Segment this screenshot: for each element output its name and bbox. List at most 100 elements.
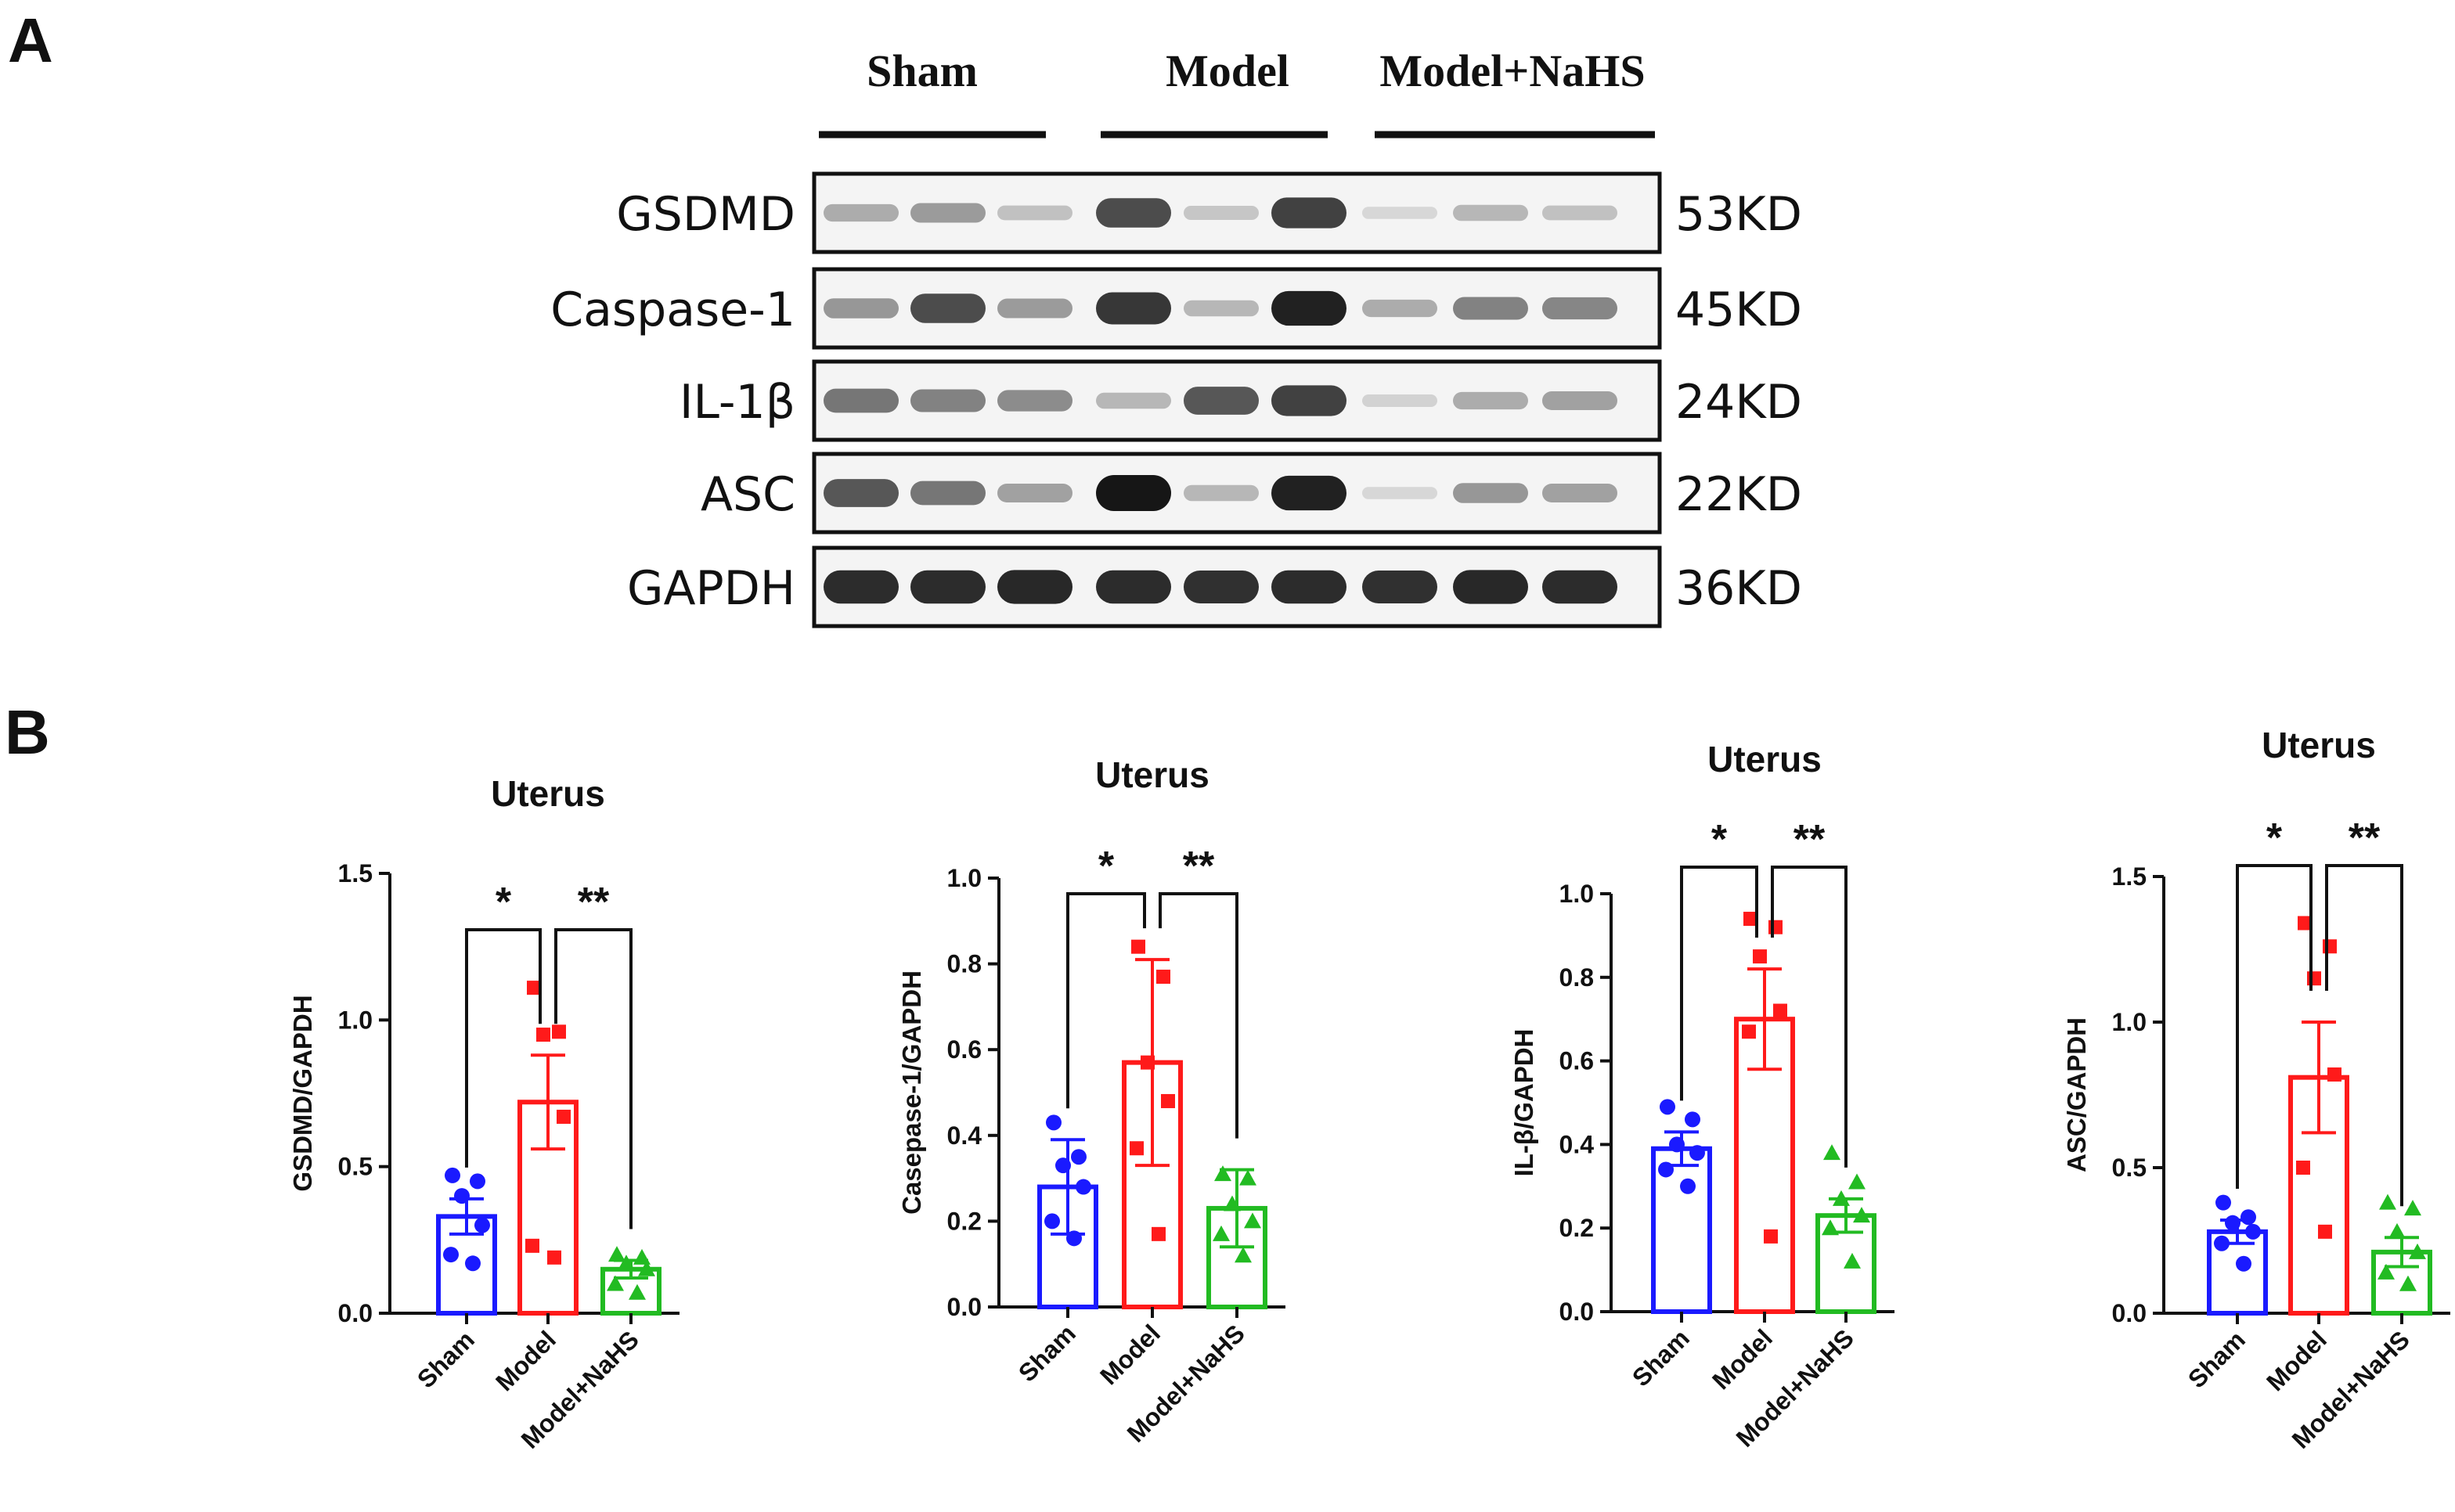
significance-label: * xyxy=(496,880,512,925)
panel-b-label: B xyxy=(5,697,50,767)
significance-label: ** xyxy=(2349,815,2381,861)
data-point xyxy=(1680,1178,1696,1194)
blot-band xyxy=(1542,297,1617,320)
y-tick-label: 1.5 xyxy=(2112,862,2147,891)
significance-bracket xyxy=(554,928,633,1229)
chart-title: Uterus xyxy=(1707,739,1822,779)
y-tick-label: 0.8 xyxy=(1559,963,1594,992)
size-label: 22KD xyxy=(1675,467,1802,522)
data-point xyxy=(1214,1165,1231,1182)
y-tick-label: 0.4 xyxy=(1559,1130,1595,1158)
chart-title: Uterus xyxy=(2262,725,2376,765)
significance-bracket xyxy=(2325,864,2403,1207)
data-point xyxy=(618,1255,635,1271)
blot-band xyxy=(824,570,899,604)
data-point xyxy=(2379,1193,2396,1210)
data-point xyxy=(1066,1230,1082,1247)
data-point xyxy=(454,1188,470,1204)
blot-band xyxy=(1362,207,1437,219)
data-point xyxy=(1844,1252,1861,1269)
data-point xyxy=(1823,1144,1840,1161)
blot-band xyxy=(910,570,986,604)
x-tick-label: Sham xyxy=(1013,1319,1081,1387)
data-point xyxy=(2298,916,2312,931)
size-label: 24KD xyxy=(1675,375,1802,430)
data-point xyxy=(536,1028,550,1042)
data-point xyxy=(1044,1213,1060,1229)
blot-band xyxy=(1184,300,1259,317)
y-tick-label: 0.0 xyxy=(1559,1298,1594,1326)
blot-band xyxy=(1271,385,1346,416)
data-point xyxy=(2409,1243,2426,1259)
data-point xyxy=(1071,1149,1087,1165)
x-tick-label: Sham xyxy=(2183,1325,2251,1393)
blot-band xyxy=(1542,205,1617,221)
data-point xyxy=(638,1260,655,1276)
data-point xyxy=(2245,1223,2261,1240)
blot-band xyxy=(824,479,899,507)
protein-label: IL-1β xyxy=(680,375,795,430)
blot-band xyxy=(1184,387,1259,415)
size-label: 36KD xyxy=(1675,561,1802,616)
protein-label: GSDMD xyxy=(616,187,795,242)
data-point xyxy=(2318,1224,2332,1239)
blot-band xyxy=(824,203,899,222)
protein-label: Caspase-1 xyxy=(550,283,795,337)
data-point xyxy=(2377,1263,2395,1280)
blot-band xyxy=(1542,391,1617,410)
y-axis-label: IL-β/GAPDH xyxy=(1509,1029,1538,1177)
blot-band xyxy=(1184,484,1259,502)
blot-band xyxy=(1453,391,1528,410)
significance-bracket xyxy=(1680,866,1758,1101)
y-axis-label: ASC/GAPDH xyxy=(2062,1017,2091,1172)
significance-label: ** xyxy=(578,880,610,925)
data-point xyxy=(1822,1219,1839,1236)
blot-band xyxy=(1453,570,1528,604)
data-point xyxy=(557,1109,571,1124)
data-point xyxy=(2307,971,2321,986)
blot-band xyxy=(997,298,1072,319)
data-point xyxy=(1833,1190,1850,1206)
blot-band xyxy=(1096,292,1171,325)
blot-band xyxy=(1453,204,1528,221)
y-tick-label: 1.0 xyxy=(338,1006,373,1034)
data-point xyxy=(2388,1222,2406,1239)
data-point xyxy=(1152,1226,1166,1241)
blot-band xyxy=(1271,197,1346,229)
y-tick-label: 1.0 xyxy=(2112,1008,2147,1036)
data-point xyxy=(2215,1194,2231,1211)
data-point xyxy=(525,1238,539,1253)
data-point xyxy=(1853,1207,1870,1223)
data-point xyxy=(547,1250,561,1265)
size-label: 45KD xyxy=(1675,283,1802,337)
blot-band xyxy=(1184,571,1259,603)
blot-band xyxy=(1271,570,1346,604)
size-label: 53KD xyxy=(1675,187,1802,242)
chart-2: Uterus Casepase-1/GAPDH 0.0 0.2 0.4 0.6 0.8 1.0… xyxy=(897,754,1285,1448)
data-point xyxy=(2404,1200,2421,1216)
data-point xyxy=(1076,1179,1091,1195)
y-tick-label: 1.0 xyxy=(1559,880,1594,908)
data-point xyxy=(1141,1055,1155,1070)
data-point xyxy=(2399,1275,2417,1291)
data-point xyxy=(1130,1141,1144,1156)
chart-title: Uterus xyxy=(1095,754,1209,795)
blot-band xyxy=(997,570,1072,604)
blot-band xyxy=(1362,394,1437,408)
data-point xyxy=(2214,1235,2230,1251)
data-point xyxy=(1235,1247,1252,1263)
y-tick-label: 0.6 xyxy=(1559,1047,1594,1075)
blot-band xyxy=(1542,484,1617,502)
data-point xyxy=(2296,1161,2310,1175)
data-point xyxy=(1156,970,1170,985)
blot-band xyxy=(1184,205,1259,221)
data-point xyxy=(633,1248,651,1265)
y-axis-label: GSDMD/GAPDH xyxy=(288,995,317,1191)
data-point xyxy=(465,1255,481,1272)
data-point xyxy=(470,1173,485,1190)
data-point xyxy=(1764,1229,1778,1244)
panel-a-label: A xyxy=(8,5,53,75)
significance-label: ** xyxy=(1793,817,1826,862)
data-point xyxy=(608,1246,625,1262)
